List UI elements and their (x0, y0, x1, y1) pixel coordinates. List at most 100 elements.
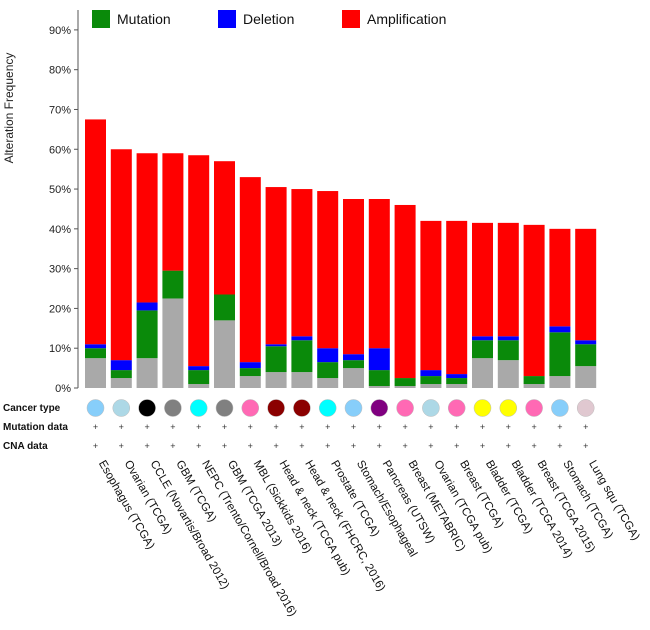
mutation-data-marker: + (299, 422, 304, 432)
mutation-data-marker: + (583, 422, 588, 432)
bar-segment-amplification (575, 228, 597, 341)
bar-segment-deletion (265, 344, 287, 347)
y-tick-label: 40% (49, 224, 71, 236)
bar-segment-mutation (291, 340, 313, 373)
cancer-type-marker (473, 399, 492, 417)
bar-segment-mutation (497, 340, 519, 361)
y-tick-label: 50% (49, 184, 71, 196)
cna-data-marker: + (506, 441, 511, 451)
mutation-data-marker: + (170, 422, 175, 432)
cna-data-marker: + (273, 441, 278, 451)
bar-segment-mutation (420, 376, 442, 385)
bar-segment-amplification (420, 220, 442, 371)
bar-segment-amplification (239, 177, 261, 363)
bar-segment-mutation (110, 370, 132, 379)
y-tick-label: 30% (49, 264, 71, 276)
bar-segment-deletion (368, 348, 390, 371)
mutation-data-marker: + (196, 422, 201, 432)
legend-swatch-mutation (92, 10, 110, 28)
bar-segment-amplification (343, 199, 364, 355)
bar-segment-amplification (549, 228, 571, 327)
bar-segment-mutation (317, 362, 339, 379)
cna-data-marker: + (531, 441, 536, 451)
bar-segment-multiple (291, 372, 313, 388)
bar-segment-mutation (549, 332, 571, 377)
cna-data-marker: + (325, 441, 330, 451)
row-label: Mutation data (3, 422, 68, 433)
cancer-type-marker (241, 399, 260, 417)
mutation-data-marker: + (454, 422, 459, 432)
legend-label-mutation: Mutation (117, 11, 171, 27)
legend-swatch-deletion (218, 10, 236, 28)
mutation-data-marker: + (506, 422, 511, 432)
bar-segment-deletion (472, 336, 493, 341)
legend-swatch-amplification (342, 10, 360, 28)
bar-segment-amplification (368, 199, 390, 349)
bar-segment-amplification (523, 224, 545, 377)
cna-data-marker: + (351, 441, 356, 451)
cancer-type-marker (396, 399, 414, 417)
bar-segment-mutation (368, 370, 390, 387)
bar-segment-multiple (523, 384, 545, 388)
bar-segment-mutation (162, 270, 184, 299)
y-axis: 0% 10% 20% 30% 40% 50% 60% 70% 80% 90% (49, 10, 79, 395)
mutation-data-marker: + (351, 422, 356, 432)
cancer-type-marker (318, 399, 337, 417)
cna-data-marker: + (196, 441, 201, 451)
cna-data-marker: + (583, 441, 588, 451)
bar-segment-mutation (343, 360, 364, 369)
cancer-type-marker (525, 399, 543, 417)
bar-segment-multiple (214, 320, 235, 388)
cancer-type-marker (551, 399, 569, 417)
bar-segment-multiple (420, 384, 442, 388)
mutation-data-marker: + (119, 422, 124, 432)
bar-segment-deletion (291, 336, 313, 341)
bar-segment-mutation (265, 346, 287, 373)
bar-segment-deletion (549, 326, 571, 333)
cancer-type-marker (267, 399, 285, 417)
legend-label-deletion: Deletion (243, 11, 294, 27)
mutation-data-marker: + (480, 422, 485, 432)
bar-segment-amplification (85, 119, 106, 345)
cancer-type-marker (215, 399, 234, 417)
bar-segment-mutation (136, 310, 158, 359)
cancer-type-marker (86, 399, 105, 417)
bar-segment-multiple (343, 368, 364, 388)
mutation-data-marker: + (93, 422, 98, 432)
bar-segment-mutation (575, 344, 597, 367)
cna-data-marker: + (144, 441, 149, 451)
bar-segment-amplification (188, 155, 210, 367)
cancer-type-marker (112, 399, 131, 417)
bar-segment-deletion (446, 374, 468, 379)
bar-segment-mutation (394, 378, 416, 387)
bar-segment-amplification (136, 153, 158, 303)
mutation-data-marker: + (273, 422, 278, 432)
bar-segment-mutation (214, 294, 235, 321)
bar-segment-deletion (239, 362, 261, 369)
cna-data-marker: + (402, 441, 407, 451)
mutation-data-marker: + (531, 422, 536, 432)
y-tick-label: 60% (49, 144, 71, 156)
bar-segment-deletion (85, 344, 106, 349)
bar-segment-multiple (394, 386, 416, 388)
bar-segment-deletion (575, 340, 597, 345)
bar-segment-amplification (317, 191, 339, 349)
bar-segment-mutation (85, 348, 106, 359)
mutation-data-marker: + (144, 422, 149, 432)
bar-segment-amplification (214, 161, 235, 295)
mutation-data-marker: + (325, 422, 330, 432)
cna-data-marker: + (557, 441, 562, 451)
data-rows: Cancer type Mutation data CNA data + + + + + + + +… (3, 399, 595, 452)
cna-data-marker: + (222, 441, 227, 451)
bar-segment-multiple (368, 386, 390, 388)
bar-segment-amplification (110, 149, 132, 361)
cancer-type-marker (499, 399, 518, 417)
row-label: CNA data (3, 441, 48, 452)
bar-segment-mutation (188, 370, 210, 385)
y-tick-label: 70% (49, 104, 71, 116)
bar-segment-deletion (136, 302, 158, 311)
bar-segment-multiple (239, 376, 261, 388)
bar-segment-multiple (110, 378, 132, 388)
y-axis-title: Alteration Frequency (2, 53, 16, 164)
